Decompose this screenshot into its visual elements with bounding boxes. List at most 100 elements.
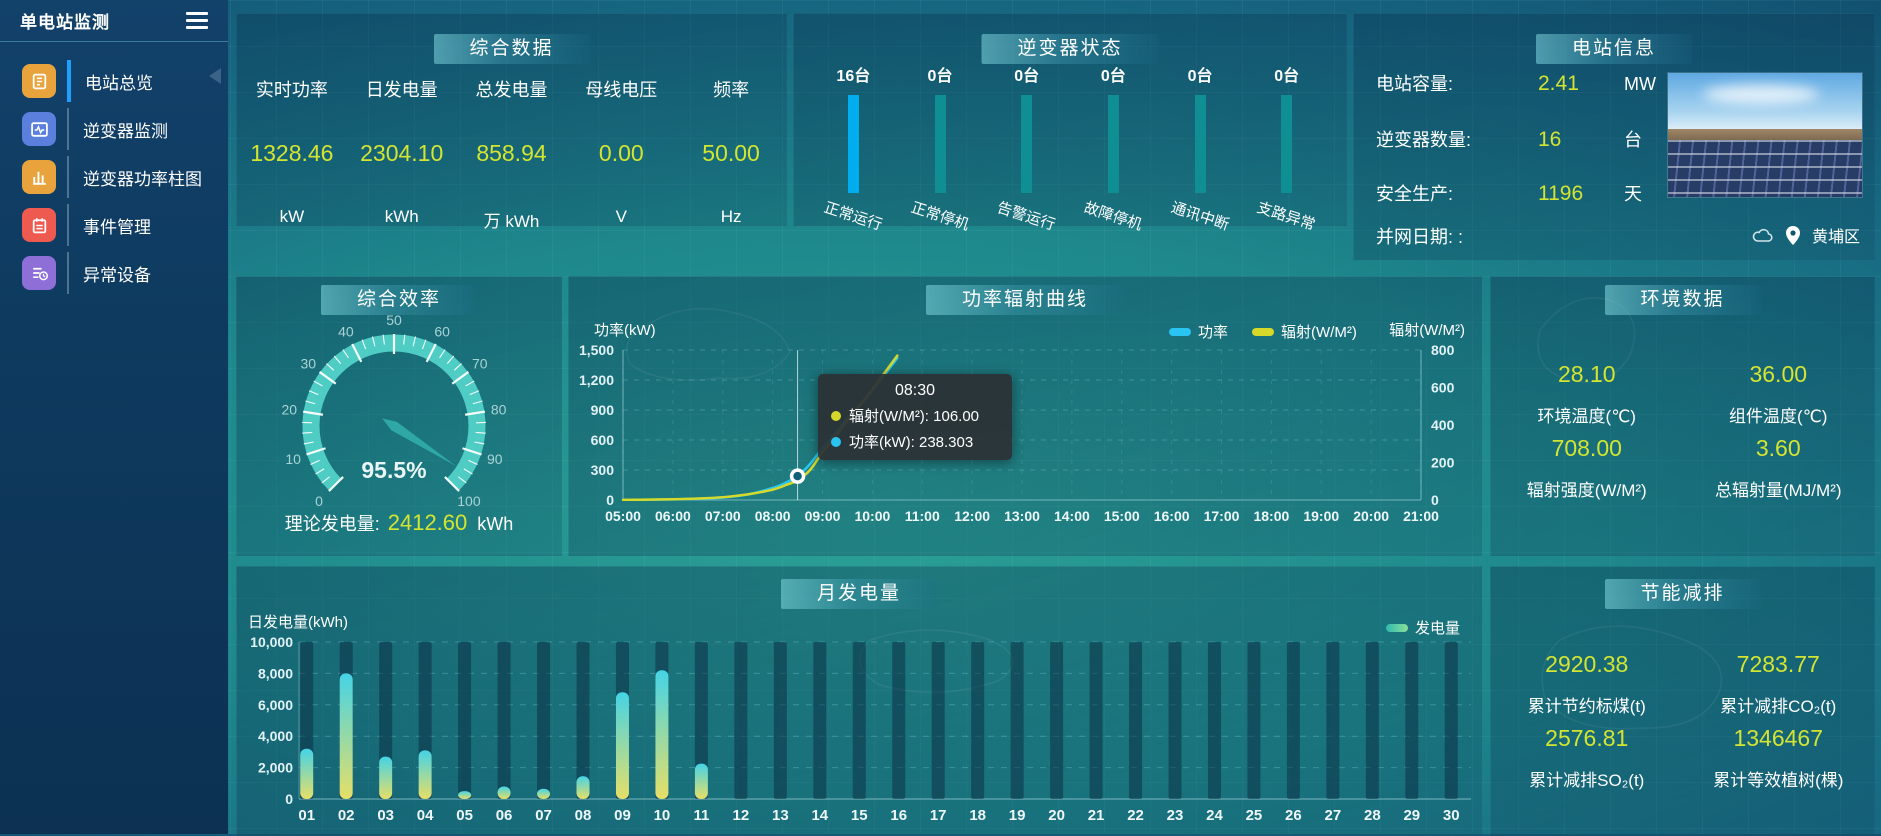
svg-text:08:00: 08:00 (755, 508, 791, 524)
panel-title-station-info: 电站信息 (1536, 34, 1692, 64)
metric-label: 累计等效植树(棵) (1683, 766, 1875, 791)
power-bar-chart-icon (22, 160, 56, 194)
metric-value: 0.00 (566, 140, 676, 167)
svg-text:07: 07 (535, 807, 552, 824)
abnormal-device-icon (22, 256, 56, 290)
svg-text:0: 0 (315, 493, 323, 509)
svg-text:300: 300 (591, 462, 615, 478)
svg-text:27: 27 (1325, 807, 1342, 824)
metric-unit: kWh (347, 207, 457, 227)
svg-text:18: 18 (969, 807, 986, 824)
station-row-label: 电站容量: (1376, 70, 1538, 96)
svg-text:17:00: 17:00 (1204, 508, 1240, 524)
inverter-count: 0台 (983, 62, 1070, 86)
sidebar-item-inverter-monitor[interactable]: 逆变器监测 (0, 105, 228, 153)
station-info-row: 并网日期: : (1376, 223, 1624, 251)
inverter-status-group: 0台支路异常 (1243, 56, 1330, 225)
station-row-unit: 天 (1624, 180, 1642, 206)
svg-text:08: 08 (575, 807, 592, 824)
svg-text:18:00: 18:00 (1253, 508, 1289, 524)
svg-text:600: 600 (591, 432, 615, 448)
svg-text:05: 05 (456, 807, 473, 824)
station-row-unit: MW (1624, 74, 1656, 95)
svg-text:22: 22 (1127, 807, 1144, 824)
svg-text:900: 900 (591, 402, 615, 418)
svg-text:20: 20 (282, 401, 298, 417)
svg-text:19: 19 (1009, 807, 1026, 824)
svg-text:10:00: 10:00 (854, 508, 890, 524)
sidebar-item-label: 逆变器监测 (83, 117, 168, 142)
svg-text:06: 06 (496, 807, 513, 824)
theory-generation-value: 2412.60 (388, 510, 468, 535)
tooltip-text: 功率(kW): 238.303 (849, 431, 973, 452)
location-pin-icon[interactable] (1786, 226, 1800, 245)
metric-label: 日发电量 (347, 76, 457, 102)
station-row-label: 并网日期: : (1376, 223, 1538, 249)
theory-generation-unit: kWh (477, 514, 513, 534)
svg-text:30: 30 (300, 356, 316, 372)
menu-active-indicator (67, 252, 69, 294)
svg-text:04: 04 (417, 807, 434, 824)
svg-text:11:00: 11:00 (905, 508, 940, 524)
weather-cloud-icon[interactable] (1752, 227, 1774, 243)
metric-label: 环境温度(℃) (1491, 402, 1683, 427)
inverter-status-label: 正常运行 (809, 192, 898, 239)
svg-text:30: 30 (1443, 807, 1460, 824)
inverter-status-label: 故障停机 (1069, 192, 1158, 239)
svg-text:21: 21 (1088, 807, 1105, 824)
sidebar-item-station-overview[interactable]: 电站总览 (0, 57, 228, 105)
station-geo-row: 黄埔区 (1752, 223, 1860, 247)
svg-text:10: 10 (285, 451, 301, 467)
sidebar-item-label: 逆变器功率柱图 (83, 165, 202, 190)
svg-text:15:00: 15:00 (1104, 508, 1140, 524)
svg-text:13:00: 13:00 (1004, 508, 1040, 524)
svg-text:11: 11 (693, 807, 709, 824)
svg-text:25: 25 (1246, 807, 1263, 824)
station-overview-icon (22, 64, 56, 98)
menu-active-indicator (67, 156, 69, 198)
station-district: 黄埔区 (1812, 223, 1860, 247)
svg-text:10,000: 10,000 (250, 634, 293, 650)
metric-label: 累计减排SO₂(t) (1491, 766, 1683, 791)
metric-unit: kW (237, 207, 347, 227)
sidebar-item-event-management[interactable]: 事件管理 (0, 201, 228, 249)
svg-text:800: 800 (1431, 342, 1455, 358)
menu-toggle-icon[interactable] (186, 4, 208, 37)
svg-text:15: 15 (851, 807, 868, 824)
svg-text:80: 80 (491, 401, 507, 417)
sidebar-item-abnormal-device[interactable]: 异常设备 (0, 249, 228, 297)
metric-label: 辐射强度(W/M²) (1491, 476, 1683, 501)
metric-label: 母线电压 (566, 76, 676, 102)
svg-text:03: 03 (377, 807, 394, 824)
svg-text:16:00: 16:00 (1154, 508, 1190, 524)
inverter-status-group: 0台通讯中断 (1157, 56, 1244, 225)
tooltip-text: 辐射(W/M²): 106.00 (849, 405, 979, 426)
svg-text:12: 12 (733, 807, 750, 824)
svg-text:4,000: 4,000 (258, 728, 293, 744)
svg-text:70: 70 (472, 356, 488, 372)
metric-label: 组件温度(℃) (1683, 402, 1875, 427)
svg-text:10: 10 (654, 807, 671, 824)
sidebar-item-power-bar-chart[interactable]: 逆变器功率柱图 (0, 153, 228, 201)
station-row-label: 逆变器数量: (1376, 126, 1538, 152)
metric-value: 28.10 (1491, 361, 1683, 388)
sidebar-header: 单电站监测 (0, 0, 228, 42)
sidebar-collapse-arrow[interactable] (209, 68, 221, 84)
station-row-value: 1196 (1538, 182, 1610, 206)
svg-text:07:00: 07:00 (705, 508, 741, 524)
